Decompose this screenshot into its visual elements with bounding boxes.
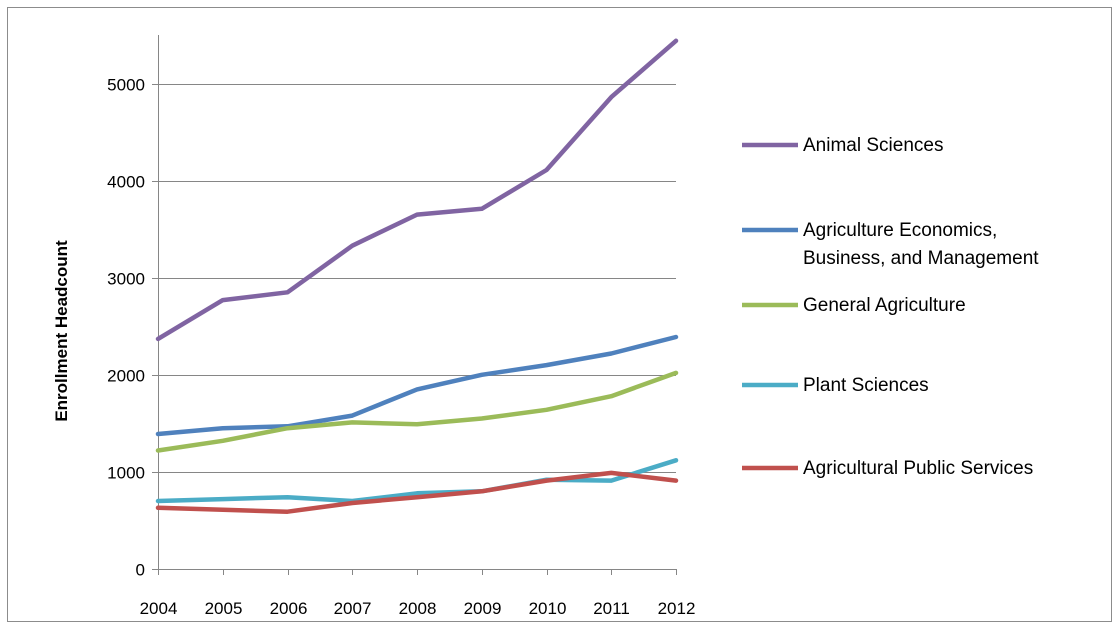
x-tick-label: 2008 — [399, 599, 437, 618]
axes: 0 1000 2000 3000 4000 5000 2004 2005 2006 2007 200… — [107, 35, 695, 618]
series-line-4 — [155, 470, 679, 514]
y-tick-label: 5000 — [107, 76, 145, 95]
series-line-1 — [155, 334, 679, 437]
x-tick-label: 2005 — [205, 599, 243, 618]
legend-label: Plant Sciences — [803, 375, 929, 396]
legend-label: Agriculture Economics, — [803, 220, 997, 241]
x-tick-label: 2009 — [464, 599, 502, 618]
series-line-2 — [155, 370, 679, 453]
legend-label: Animal Sciences — [803, 135, 943, 156]
y-axis-label: Enrollment Headcount — [52, 240, 71, 422]
x-tick-label: 2010 — [529, 599, 567, 618]
series-line-3 — [155, 458, 679, 504]
legend-label: Agricultural Public Services — [803, 458, 1033, 479]
chart-border — [7, 7, 1112, 622]
series-lines — [155, 38, 679, 514]
gridlines — [158, 84, 676, 473]
legend: Animal Sciences Agriculture Economics, Bus… — [742, 135, 1039, 479]
y-tick-label: 2000 — [107, 367, 145, 386]
legend-label: General Agriculture — [803, 295, 966, 316]
x-tick-label: 2004 — [140, 599, 178, 618]
x-tick-label: 2006 — [270, 599, 308, 618]
y-tick-label: 3000 — [107, 270, 145, 289]
y-tick-label: 0 — [136, 561, 145, 580]
legend-label: Business, and Management — [803, 248, 1039, 269]
x-tick-label: 2007 — [334, 599, 372, 618]
x-tick-label: 2012 — [658, 599, 696, 618]
series-line-0 — [155, 38, 679, 342]
y-tick-label: 1000 — [107, 464, 145, 483]
x-tick-label: 2011 — [593, 599, 630, 618]
y-tick-label: 4000 — [107, 173, 145, 192]
